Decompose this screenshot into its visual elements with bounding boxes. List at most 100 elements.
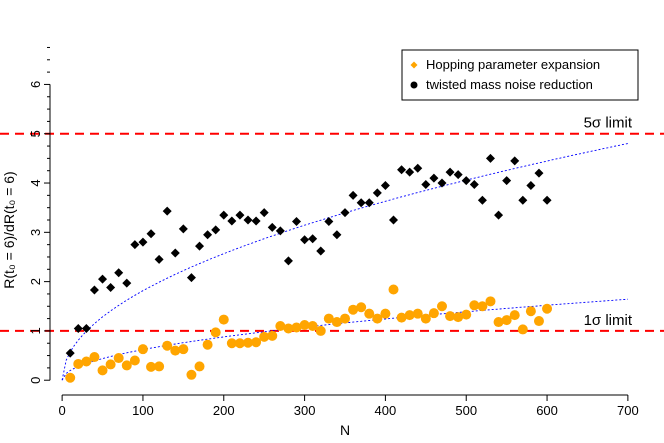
axes: 0 100 200 300 400 500 600 700 0 1 2 3 4 5 6 N R(t₀ = …	[1, 46, 639, 438]
data-point-hopping	[485, 296, 496, 307]
data-point-hopping	[517, 324, 528, 335]
data-point-hopping	[388, 284, 399, 295]
x-tick-label: 700	[617, 403, 639, 418]
x-tick-label: 200	[213, 403, 235, 418]
legend-label-twisted-mass: twisted mass noise reduction	[426, 77, 593, 92]
data-point-twisted-mass	[122, 278, 132, 288]
y-tick-label: 0	[28, 377, 43, 384]
data-point-twisted-mass	[203, 230, 213, 240]
data-point-hopping	[477, 301, 488, 312]
data-point-twisted-mass	[453, 170, 463, 180]
data-point-hopping	[202, 339, 213, 350]
data-point-hopping	[97, 365, 108, 376]
data-point-hopping	[194, 361, 205, 372]
data-point-twisted-mass	[324, 216, 334, 226]
data-point-twisted-mass	[170, 248, 180, 258]
data-point-hopping	[420, 313, 431, 324]
fit-curve	[61, 143, 628, 381]
data-point-twisted-mass	[534, 168, 544, 178]
data-point-twisted-mass	[300, 235, 310, 245]
y-tick-label: 4	[28, 179, 43, 186]
data-point-twisted-mass	[518, 195, 528, 205]
y-ticks: 0 1 2 3 4 5 6	[28, 46, 50, 384]
data-point-twisted-mass	[243, 215, 253, 225]
x-tick-label: 100	[132, 403, 154, 418]
data-point-hopping	[234, 338, 245, 349]
data-point-twisted-mass	[502, 176, 512, 186]
data-point-hopping	[129, 355, 140, 366]
data-point-hopping	[380, 308, 391, 319]
data-point-hopping	[113, 353, 124, 364]
data-point-twisted-mass	[98, 274, 108, 284]
data-point-twisted-mass	[130, 240, 140, 250]
data-point-twisted-mass	[146, 229, 156, 239]
data-point-twisted-mass	[219, 210, 229, 220]
data-point-hopping	[469, 300, 480, 311]
data-point-hopping	[178, 344, 189, 355]
y-tick-label: 3	[28, 229, 43, 236]
data-point-hopping	[348, 304, 359, 315]
data-point-twisted-mass	[292, 216, 302, 226]
data-point-hopping	[396, 312, 407, 323]
data-point-twisted-mass	[364, 198, 374, 208]
legend-label-hopping: Hopping parameter expansion	[426, 57, 600, 72]
x-tick-label: 400	[375, 403, 397, 418]
data-point-hopping	[283, 323, 294, 334]
data-point-twisted-mass	[477, 195, 487, 205]
data-point-twisted-mass	[178, 224, 188, 234]
data-point-hopping	[461, 309, 472, 320]
data-point-twisted-mass	[372, 188, 382, 198]
data-point-hopping	[356, 302, 367, 313]
legend-marker-hopping	[410, 61, 418, 69]
data-point-twisted-mass	[397, 165, 407, 175]
data-point-hopping	[226, 338, 237, 349]
data-point-hopping	[291, 322, 302, 333]
data-point-hopping	[89, 352, 100, 363]
legend-marker-twisted-mass	[410, 81, 418, 89]
data-point-hopping	[73, 358, 84, 369]
y-tick-label: 6	[28, 81, 43, 88]
data-point-twisted-mass	[494, 210, 504, 220]
x-tick-label: 300	[294, 403, 316, 418]
x-tick-label: 500	[455, 403, 477, 418]
data-point-twisted-mass	[429, 173, 439, 183]
legend-box	[401, 49, 639, 101]
data-point-hopping	[154, 361, 165, 372]
reference-lines: 5σ limit 1σ limit	[0, 115, 664, 332]
data-point-hopping	[146, 361, 157, 372]
reference-label-1-sigma: 1σ limit	[584, 312, 633, 329]
data-point-twisted-mass	[73, 323, 83, 333]
data-point-twisted-mass	[526, 180, 536, 190]
data-point-twisted-mass	[251, 216, 261, 226]
data-point-twisted-mass	[186, 273, 196, 283]
fit-curves	[61, 143, 628, 381]
data-point-twisted-mass	[340, 208, 350, 218]
data-point-twisted-mass	[235, 210, 245, 220]
data-point-hopping	[162, 340, 173, 351]
x-tick-label: 600	[536, 403, 558, 418]
data-point-hopping	[243, 337, 254, 348]
data-point-hopping	[267, 330, 278, 341]
x-tick-label: 0	[59, 403, 66, 418]
data-point-twisted-mass	[227, 216, 237, 226]
data-point-hopping	[218, 314, 229, 325]
data-point-twisted-mass	[542, 195, 552, 205]
data-point-hopping	[315, 325, 326, 336]
data-point-hopping	[307, 320, 318, 331]
legend: Hopping parameter expansion twisted mass…	[401, 49, 639, 101]
data-point-twisted-mass	[356, 198, 366, 208]
data-point-twisted-mass	[114, 268, 124, 278]
data-point-hopping	[65, 372, 76, 383]
data-point-twisted-mass	[162, 206, 172, 216]
y-tick-label: 5	[28, 130, 43, 137]
data-point-twisted-mass	[437, 178, 447, 188]
x-axis-label: N	[340, 422, 350, 438]
data-point-twisted-mass	[283, 256, 293, 266]
data-point-twisted-mass	[275, 226, 285, 236]
data-point-hopping	[299, 320, 310, 330]
data-point-hopping	[525, 306, 536, 317]
data-point-hopping	[509, 310, 520, 321]
data-point-hopping	[404, 310, 415, 321]
data-point-hopping	[170, 345, 181, 356]
